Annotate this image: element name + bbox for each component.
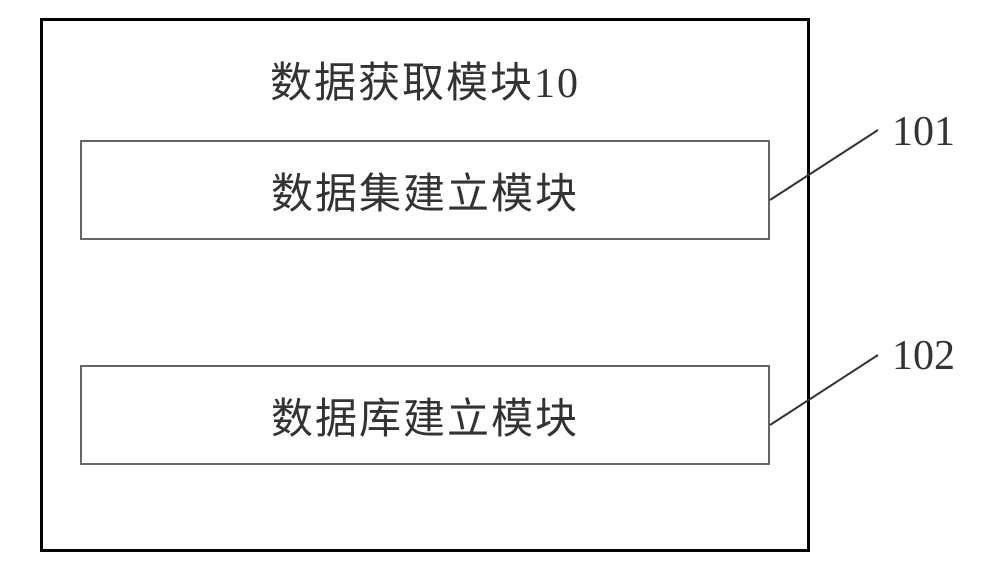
inner-box-101-text: 数据集建立模块 [271, 160, 579, 221]
module-title: 数据获取模块10 [270, 49, 580, 110]
outer-module-box: 数据获取模块10 [40, 18, 810, 552]
inner-box-102-text: 数据库建立模块 [271, 385, 579, 446]
inner-box-102: 数据库建立模块 [80, 365, 770, 465]
inner-box-101: 数据集建立模块 [80, 140, 770, 240]
label-101: 101 [892, 108, 955, 156]
label-102: 102 [892, 332, 955, 380]
